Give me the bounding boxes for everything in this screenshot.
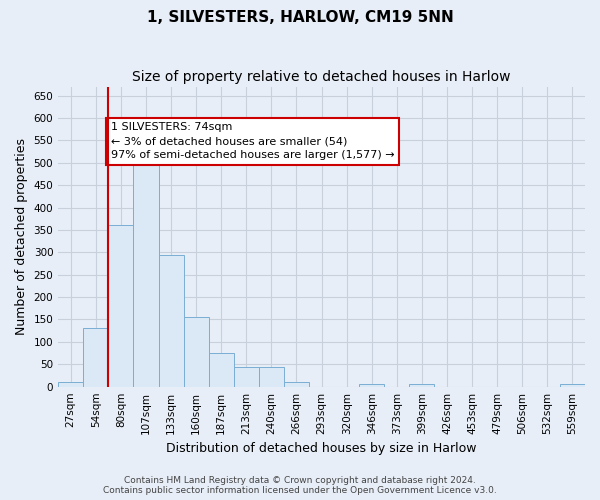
Bar [133,147,158,386]
Bar [259,366,284,386]
Bar [284,382,309,386]
Y-axis label: Number of detached properties: Number of detached properties [15,138,28,335]
Bar [83,328,109,386]
Bar [58,382,83,386]
Bar [109,226,133,386]
Text: 1, SILVESTERS, HARLOW, CM19 5NN: 1, SILVESTERS, HARLOW, CM19 5NN [146,10,454,25]
Bar [234,366,259,386]
Title: Size of property relative to detached houses in Harlow: Size of property relative to detached ho… [133,70,511,84]
Bar [560,384,585,386]
Text: 1 SILVESTERS: 74sqm
← 3% of detached houses are smaller (54)
97% of semi-detache: 1 SILVESTERS: 74sqm ← 3% of detached hou… [111,122,394,160]
Bar [209,353,234,386]
X-axis label: Distribution of detached houses by size in Harlow: Distribution of detached houses by size … [166,442,477,455]
Text: Contains HM Land Registry data © Crown copyright and database right 2024.
Contai: Contains HM Land Registry data © Crown c… [103,476,497,495]
Bar [158,254,184,386]
Bar [359,384,385,386]
Bar [184,317,209,386]
Bar [409,384,434,386]
